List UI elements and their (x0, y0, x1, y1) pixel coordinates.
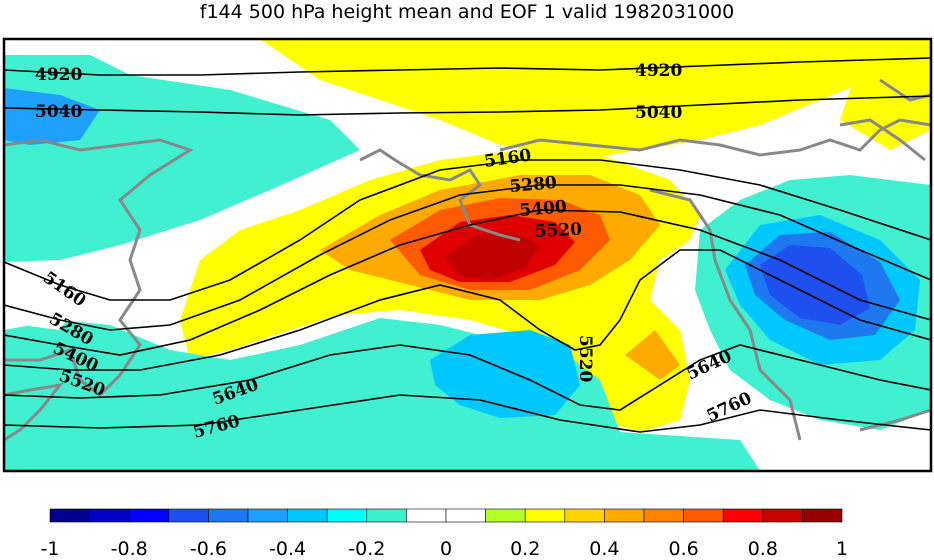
negative-anomaly-east-max (760, 245, 870, 325)
colorbar-swatch (49, 508, 90, 523)
negative-anomaly-nw-core (4, 88, 100, 145)
label-5400-center: 5400 (519, 197, 568, 221)
colorbar-swatch (802, 508, 843, 523)
label-4920-east: 4920 (635, 61, 682, 81)
label-5520-center: 5520 (534, 220, 582, 242)
coastline-alaska (499, 118, 931, 157)
contour-5520 (4, 249, 931, 371)
colorbar-swatch (406, 508, 447, 523)
colorbar-tick-label: 1 (835, 538, 849, 560)
neutral-region (20, 290, 80, 330)
colorbar-swatch (366, 508, 407, 523)
colorbar-tick-label: 0.4 (589, 538, 620, 560)
shading-layer (4, 39, 931, 471)
coastline-na-west (859, 408, 931, 432)
coastlines (4, 78, 931, 442)
label-5520-south: 5520 (575, 335, 595, 382)
colorbar-swatch (524, 508, 566, 523)
colorbar-tick-label: -1 (40, 538, 60, 560)
colorbar-swatch (722, 508, 764, 523)
negative-anomaly-south-core (430, 330, 580, 418)
colorbar-swatch (128, 508, 170, 523)
map-title: f144 500 hPa height mean and EOF 1 valid… (199, 1, 735, 23)
label-5040-east: 5040 (635, 103, 682, 123)
positive-anomaly-core (445, 232, 540, 280)
colorbar-swatch (247, 508, 288, 523)
colorbar-tick-label: 0.6 (668, 538, 699, 560)
colorbar-tick-label: -0.6 (189, 538, 227, 560)
colorbar-swatch (485, 508, 526, 523)
height-contours (4, 57, 931, 433)
colorbar-swatch (445, 508, 486, 523)
contour-5040 (4, 95, 931, 116)
colorbar-swatch (762, 508, 803, 523)
colorbar-tick-label: 0.2 (510, 538, 541, 560)
colorbar-swatch (287, 508, 328, 523)
colorbar-swatch (208, 508, 249, 523)
coastline-alaska-south (649, 188, 802, 441)
colorbar-tick-label: -0.8 (110, 538, 148, 560)
coastline-aleutians (359, 148, 521, 242)
colorbar-swatch (564, 508, 605, 523)
contour-5280 (4, 184, 931, 331)
colorbar-swatch (89, 508, 130, 523)
label-5040-west: 5040 (35, 102, 82, 122)
colorbar-tick-label: -0.2 (348, 538, 386, 560)
colorbar-swatch (326, 508, 368, 523)
label-4920-west: 4920 (35, 65, 82, 85)
map-frame (2, 37, 933, 473)
neutral-region-ne (840, 60, 931, 150)
negative-anomaly-south (4, 318, 760, 471)
colorbar-tick-label: 0.8 (747, 538, 778, 560)
colorbar-tick-label: -0.4 (269, 538, 307, 560)
colorbar-tick-label: 0 (439, 538, 453, 560)
coastline-asia (4, 138, 194, 397)
colorbar-swatch (168, 508, 209, 523)
colorbar-swatch (683, 508, 724, 523)
contour-5400 (4, 209, 931, 356)
colorbar (49, 508, 843, 523)
contour-5160 (4, 159, 931, 301)
colorbar-swatch (604, 508, 645, 523)
contour-5640 (4, 344, 931, 411)
contour-4920 (4, 57, 931, 76)
positive-anomaly-orange-small (625, 330, 680, 380)
contour-5760 (4, 394, 931, 433)
negative-anomaly-nw (4, 55, 360, 262)
label-5280-center: 5280 (509, 173, 558, 197)
colorbar-swatch (643, 508, 684, 523)
